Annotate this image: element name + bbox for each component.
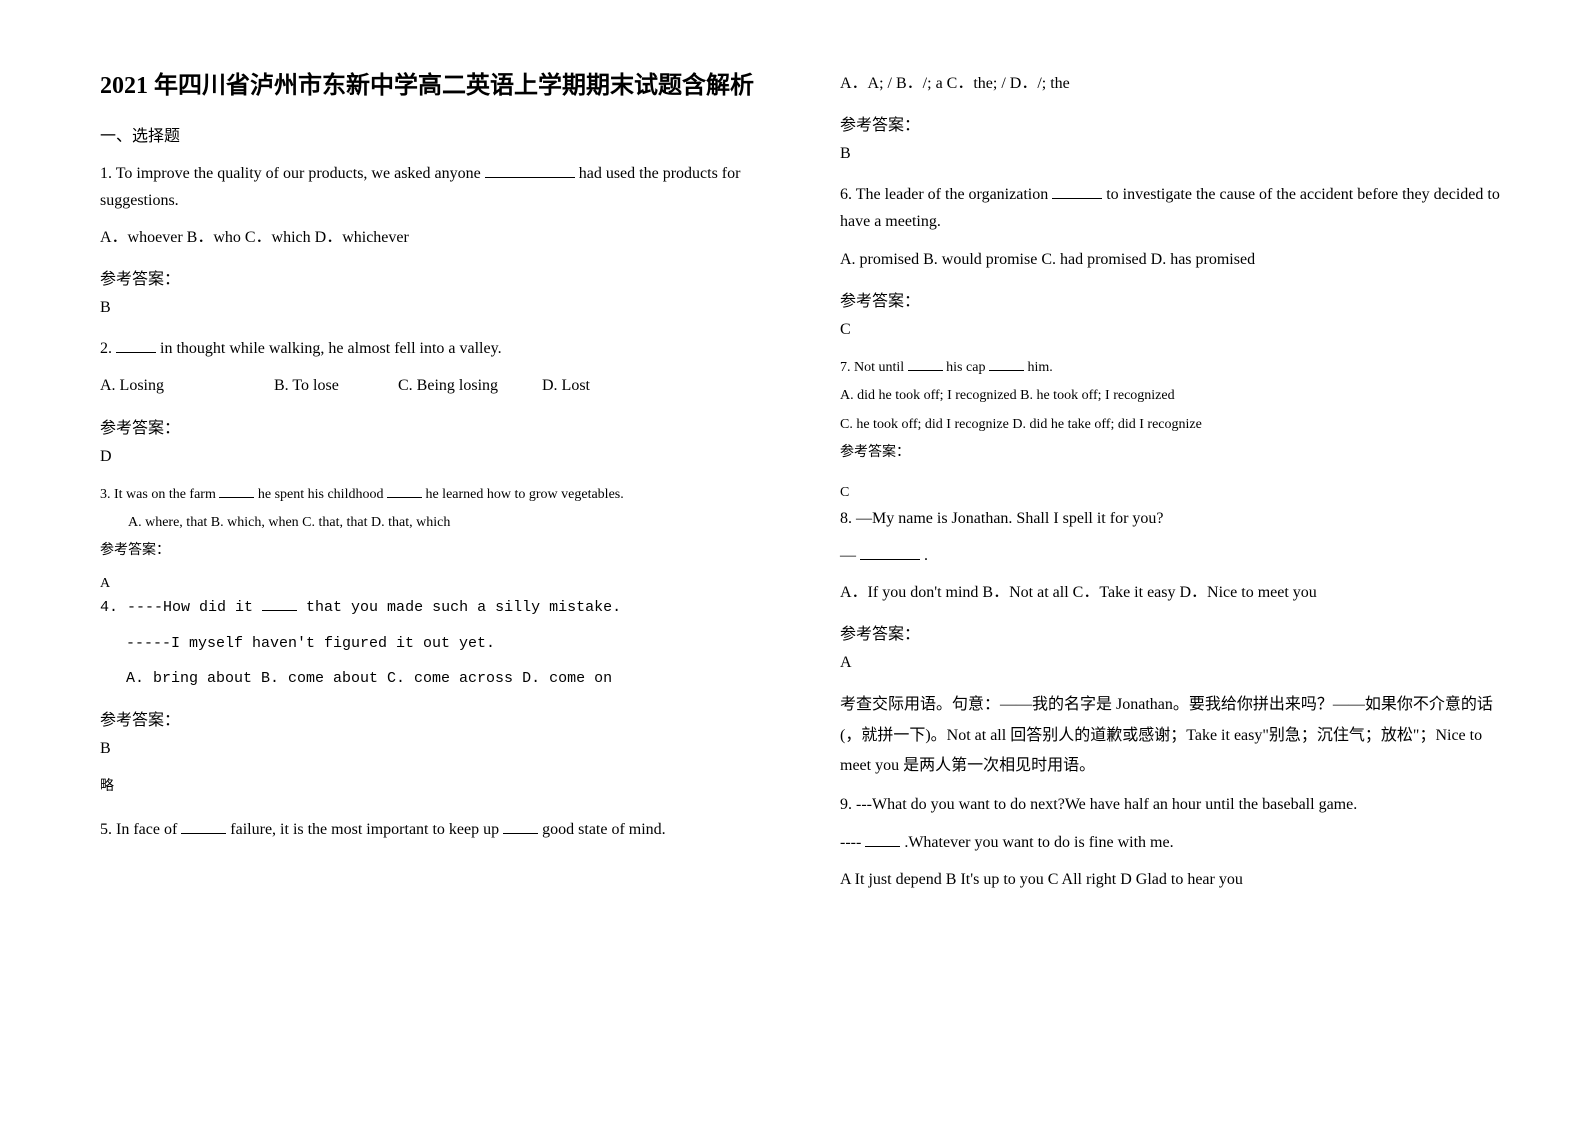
q2-optA: A. Losing	[100, 372, 270, 399]
section-head: 一、选择题	[100, 122, 760, 146]
q4-note: 略	[100, 776, 760, 798]
q1-opts: A．whoever B．who C．which D．whichever	[100, 224, 760, 251]
q4-line1-a: 4. ----How did it	[100, 599, 262, 616]
q9-opts: A It just depend B It's up to you C All …	[840, 866, 1500, 893]
q4-line1: 4. ----How did it that you made such a s…	[100, 595, 760, 621]
q8-explain: 考查交际用语。句意：——我的名字是 Jonathan。要我给你拼出来吗？——如果…	[840, 690, 1500, 781]
blank	[219, 484, 254, 498]
q2-stem-a: 2.	[100, 340, 116, 357]
q9-line2: ---- .Whatever you want to do is fine wi…	[840, 829, 1500, 856]
q3-stem: 3. It was on the farm he spent his child…	[100, 484, 760, 506]
q1-stem-a: 1. To improve the quality of our product…	[100, 165, 485, 182]
blank	[485, 162, 575, 177]
q8-stem: 8. —My name is Jonathan. Shall I spell i…	[840, 505, 1500, 532]
q1-stem: 1. To improve the quality of our product…	[100, 160, 760, 214]
q7-opts-ab: A. did he took off; I recognized B. he t…	[840, 385, 1500, 407]
q2-stem: 2. in thought while walking, he almost f…	[100, 335, 760, 362]
q7-stem-c: him.	[1027, 360, 1052, 375]
q8-blank-line: — .	[840, 542, 1500, 569]
q2-answer: D	[100, 448, 760, 466]
q9-line2-b: .Whatever you want to do is fine with me…	[904, 834, 1173, 851]
q5-opts: A．A; / B．/; a C．the; / D．/; the	[840, 70, 1500, 97]
blank	[387, 484, 422, 498]
q7-answer: C	[840, 482, 1500, 504]
blank	[860, 545, 920, 560]
answer-label: 参考答案：	[840, 620, 1500, 644]
q2-optC: C. Being losing	[398, 372, 538, 399]
page-title: 2021 年四川省泸州市东新中学高二英语上学期期末试题含解析	[100, 70, 760, 104]
q5-stem: 5. In face of failure, it is the most im…	[100, 816, 760, 843]
q8-dash: —	[840, 547, 856, 564]
q9-stem: 9. ---What do you want to do next?We hav…	[840, 791, 1500, 818]
answer-label: 参考答案：	[840, 287, 1500, 311]
answer-label: 参考答案：	[100, 265, 760, 289]
q3-stem-a: 3. It was on the farm	[100, 487, 219, 502]
q6-stem-a: 6. The leader of the organization	[840, 186, 1052, 203]
q5-stem-c: good state of mind.	[542, 821, 666, 838]
blank	[865, 831, 900, 846]
q8-period: .	[924, 547, 928, 564]
q3-stem-c: he learned how to grow vegetables.	[425, 487, 623, 502]
q7-stem: 7. Not until his cap him.	[840, 357, 1500, 379]
q6-answer: C	[840, 321, 1500, 339]
q3-opts: A. where, that B. which, when C. that, t…	[100, 512, 760, 534]
q2-optB: B. To lose	[274, 372, 394, 399]
q4-opts: A. bring about B. come about C. come acr…	[100, 666, 760, 692]
q8-answer: A	[840, 654, 1500, 672]
blank	[181, 819, 226, 834]
q7-stem-a: 7. Not until	[840, 360, 908, 375]
answer-label: 参考答案：	[100, 414, 760, 438]
q1-answer: B	[100, 299, 760, 317]
q2-optD: D. Lost	[542, 372, 590, 399]
q7-opts-cd: C. he took off; did I recognize D. did h…	[840, 414, 1500, 436]
q2-stem-b: in thought while walking, he almost fell…	[160, 340, 502, 357]
q7-stem-b: his cap	[946, 360, 989, 375]
right-column: A．A; / B．/; a C．the; / D．/; the 参考答案： B …	[840, 70, 1500, 899]
q9-line2-a: ----	[840, 834, 861, 851]
answer-label: 参考答案：	[840, 442, 1500, 464]
answer-label: 参考答案：	[840, 111, 1500, 135]
blank	[503, 819, 538, 834]
left-column: 2021 年四川省泸州市东新中学高二英语上学期期末试题含解析 一、选择题 1. …	[100, 70, 760, 899]
answer-label: 参考答案：	[100, 706, 760, 730]
q4-line2: -----I myself haven't figured it out yet…	[100, 631, 760, 657]
q6-stem: 6. The leader of the organization to inv…	[840, 181, 1500, 235]
q5-stem-a: 5. In face of	[100, 821, 181, 838]
q5-answer: B	[840, 145, 1500, 163]
q4-answer: B	[100, 740, 760, 758]
page: 2021 年四川省泸州市东新中学高二英语上学期期末试题含解析 一、选择题 1. …	[0, 0, 1587, 939]
q3-stem-b: he spent his childhood	[258, 487, 387, 502]
blank	[1052, 184, 1102, 199]
q3-answer: A	[100, 573, 760, 595]
q2-opts: A. Losing B. To lose C. Being losing D. …	[100, 372, 760, 399]
blank	[989, 357, 1024, 371]
q5-stem-b: failure, it is the most important to kee…	[230, 821, 503, 838]
q4-line1-b: that you made such a silly mistake.	[306, 599, 621, 616]
blank	[116, 338, 156, 353]
blank	[908, 357, 943, 371]
answer-label: 参考答案：	[100, 540, 760, 562]
blank	[262, 597, 297, 612]
q6-opts: A. promised B. would promise C. had prom…	[840, 246, 1500, 273]
q8-opts: A．If you don't mind B．Not at all C．Take …	[840, 579, 1500, 606]
